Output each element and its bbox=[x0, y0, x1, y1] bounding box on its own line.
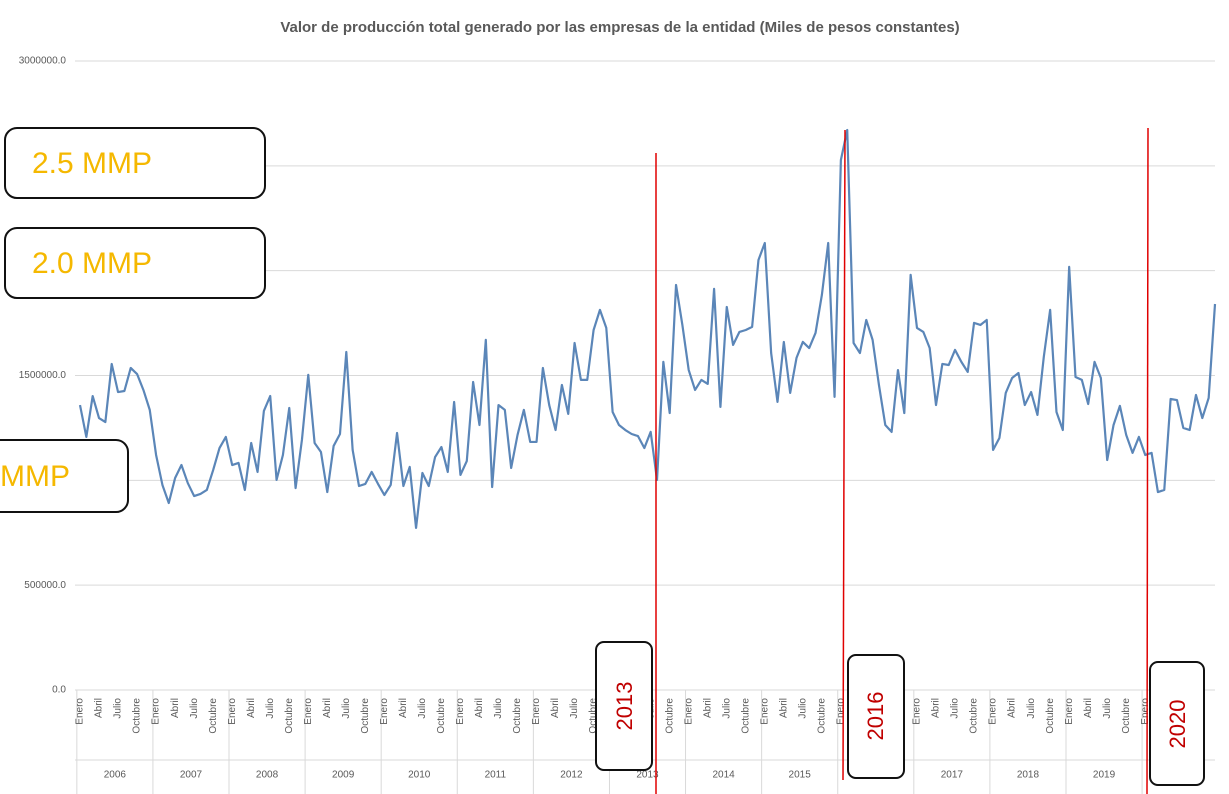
x-tick-label: Julio bbox=[341, 698, 352, 719]
x-tick-label: Abril bbox=[246, 698, 257, 718]
year-label: 2010 bbox=[408, 770, 431, 781]
x-tick-label: Enero bbox=[683, 698, 694, 725]
x-tick-label: Enero bbox=[912, 698, 923, 725]
year-label: 2007 bbox=[180, 770, 203, 781]
x-tick-label: Julio bbox=[1102, 698, 1113, 719]
x-tick-label: Julio bbox=[569, 698, 580, 719]
year-marker: 2016 bbox=[863, 692, 888, 741]
x-tick-label: Enero bbox=[836, 698, 847, 725]
year-label: 2017 bbox=[941, 770, 964, 781]
x-tick-label: Octubre bbox=[360, 698, 371, 734]
x-tick-label: Octubre bbox=[969, 698, 980, 734]
x-tick-label: Julio bbox=[1026, 698, 1037, 719]
x-tick-label: Enero bbox=[379, 698, 390, 725]
marker-line bbox=[842, 129, 846, 781]
x-tick-label: Enero bbox=[303, 698, 314, 725]
x-tick-label: Julio bbox=[113, 698, 124, 719]
year-box bbox=[847, 654, 905, 779]
year-label: 2019 bbox=[1093, 770, 1116, 781]
x-tick-label: Enero bbox=[759, 698, 770, 725]
data-line bbox=[78, 128, 1217, 530]
overlay: 2.5 MMP 2.0 MMP MMP 2013 2016 2020 bbox=[0, 127, 1205, 794]
x-tick-label: Enero bbox=[531, 698, 542, 725]
x-tick-label: Abril bbox=[322, 698, 333, 718]
x-tick-label: Octubre bbox=[588, 698, 599, 734]
annotation-box bbox=[4, 127, 266, 199]
x-tick-label: Octubre bbox=[436, 698, 447, 734]
x-tick-label: Abril bbox=[474, 698, 485, 718]
y-tick-label: 3000000.0 bbox=[19, 56, 67, 67]
x-tick-label: Julio bbox=[493, 698, 504, 719]
x-tick-label: Julio bbox=[797, 698, 808, 719]
x-tick-label: Julio bbox=[265, 698, 276, 719]
x-tick-label: Abril bbox=[931, 698, 942, 718]
marker-line bbox=[1146, 127, 1149, 794]
x-tick-label: Octubre bbox=[664, 698, 675, 734]
x-tick-label: Octubre bbox=[740, 698, 751, 734]
x-tick-label: Octubre bbox=[1121, 698, 1132, 734]
y-tick-label: 1500000.0 bbox=[19, 370, 67, 381]
x-tick-label: Enero bbox=[227, 698, 238, 725]
x-tick-label: Octubre bbox=[817, 698, 828, 734]
x-tick-label: Octubre bbox=[284, 698, 295, 734]
x-tick-label: Abril bbox=[1083, 698, 1094, 718]
x-tick-label: Enero bbox=[1140, 698, 1151, 725]
year-label: 2009 bbox=[332, 770, 355, 781]
x-tick-label: Abril bbox=[778, 698, 789, 718]
x-tick-label: Octubre bbox=[132, 698, 143, 734]
year-box bbox=[1149, 661, 1205, 786]
year-label: 2015 bbox=[789, 770, 812, 781]
x-tick-label: Octubre bbox=[512, 698, 523, 734]
x-tick-label: Julio bbox=[950, 698, 961, 719]
year-box bbox=[595, 641, 653, 771]
x-tick-label: Abril bbox=[550, 698, 561, 718]
year-label: 2011 bbox=[485, 770, 507, 781]
x-tick-label: Octubre bbox=[1045, 698, 1056, 734]
x-tick-label: Abril bbox=[1007, 698, 1018, 718]
x-tick-label: Enero bbox=[151, 698, 162, 725]
chart-title: Valor de producción total generado por l… bbox=[280, 19, 959, 36]
x-tick-label: Enero bbox=[75, 698, 86, 725]
annotation: MMP bbox=[0, 460, 70, 493]
year-label: 2012 bbox=[560, 770, 583, 781]
x-tick-label: Octubre bbox=[208, 698, 219, 734]
x-tick-label: Julio bbox=[721, 698, 732, 719]
annotation: 2.0 MMP bbox=[32, 247, 152, 280]
annotation-box bbox=[4, 227, 266, 299]
year-label: 2013 bbox=[636, 770, 659, 781]
year-label: 2014 bbox=[712, 770, 735, 781]
y-tick-label: 500000.0 bbox=[24, 580, 66, 591]
year-label: 2018 bbox=[1017, 770, 1040, 781]
x-tick-label: Enero bbox=[988, 698, 999, 725]
year-marker: 2020 bbox=[1165, 700, 1190, 749]
annotation: 2.5 MMP bbox=[32, 147, 152, 180]
year-label: 2006 bbox=[104, 770, 127, 781]
x-tick-label: Abril bbox=[94, 698, 105, 718]
year-label: 2008 bbox=[256, 770, 279, 781]
x-tick-label: Enero bbox=[1064, 698, 1075, 725]
x-tick-label: Abril bbox=[170, 698, 181, 718]
y-tick-label: 0.0 bbox=[52, 685, 66, 696]
annotation-box bbox=[0, 439, 129, 513]
x-tick-label: Abril bbox=[702, 698, 713, 718]
year-marker: 2013 bbox=[612, 682, 637, 731]
x-tick-label: Abril bbox=[398, 698, 409, 718]
x-tick-label: Enero bbox=[455, 698, 466, 725]
x-tick-label: Julio bbox=[189, 698, 200, 719]
x-tick-label: Julio bbox=[417, 698, 428, 719]
